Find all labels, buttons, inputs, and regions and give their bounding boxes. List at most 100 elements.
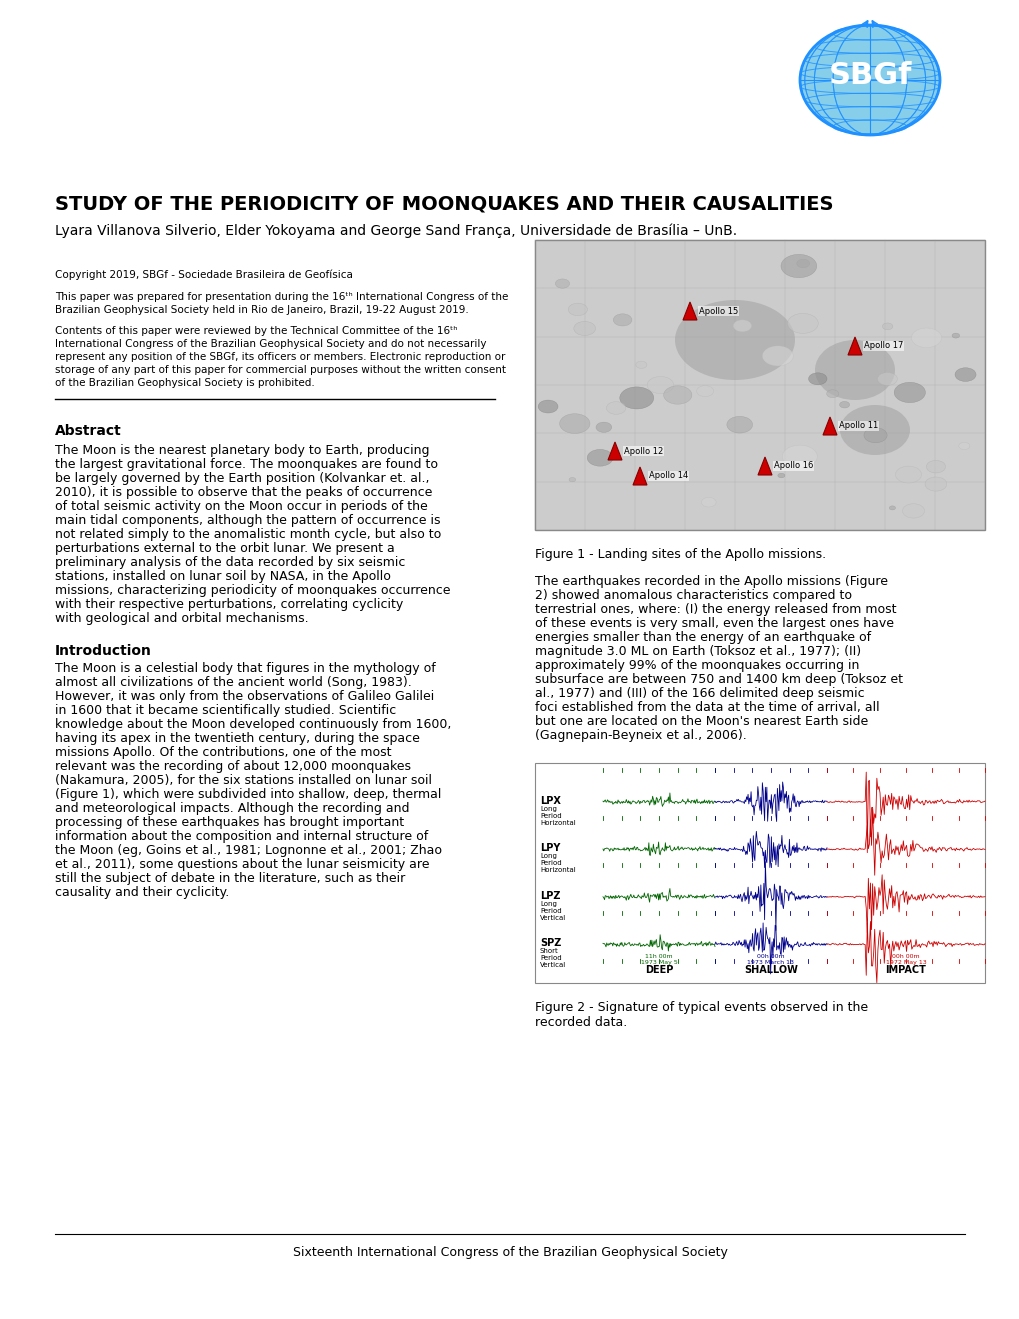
Ellipse shape <box>761 346 793 365</box>
Text: energies smaller than the energy of an earthquake of: energies smaller than the energy of an e… <box>535 630 870 644</box>
Text: LPY: LPY <box>539 843 559 853</box>
Ellipse shape <box>787 314 817 334</box>
Text: the largest gravitational force. The moonquakes are found to: the largest gravitational force. The moo… <box>55 458 437 471</box>
Ellipse shape <box>925 460 945 474</box>
Text: STUDY OF THE PERIODICITY OF MOONQUAKES AND THEIR CAUSALITIES: STUDY OF THE PERIODICITY OF MOONQUAKES A… <box>55 195 833 214</box>
Polygon shape <box>822 417 837 435</box>
Text: not related simply to the anomalistic month cycle, but also to: not related simply to the anomalistic mo… <box>55 528 441 541</box>
Text: Sixteenth International Congress of the Brazilian Geophysical Society: Sixteenth International Congress of the … <box>292 1246 727 1260</box>
Text: magnitude 3.0 ML on Earth (Toksoz et al., 1977); (II): magnitude 3.0 ML on Earth (Toksoz et al.… <box>535 645 860 658</box>
Text: DEEP: DEEP <box>644 966 673 975</box>
Text: processing of these earthquakes has brought important: processing of these earthquakes has brou… <box>55 816 404 830</box>
Text: represent any position of the SBGf, its officers or members. Electronic reproduc: represent any position of the SBGf, its … <box>55 352 504 361</box>
Text: Figure 2 - Signature of typical events observed in the
recorded data.: Figure 2 - Signature of typical events o… <box>535 1001 867 1029</box>
Text: be largely governed by the Earth position (Kolvankar et. al.,: be largely governed by the Earth positio… <box>55 472 429 485</box>
Polygon shape <box>607 442 622 460</box>
Text: Contents of this paper were reviewed by the Technical Committee of the 16ᵗʰ: Contents of this paper were reviewed by … <box>55 326 458 336</box>
Text: missions Apollo. Of the contributions, one of the most: missions Apollo. Of the contributions, o… <box>55 747 391 758</box>
Text: Apollo 17: Apollo 17 <box>863 342 903 351</box>
Text: approximately 99% of the moonquakes occurring in: approximately 99% of the moonquakes occu… <box>535 660 859 671</box>
Ellipse shape <box>663 386 691 404</box>
Bar <box>535 240 984 530</box>
Text: still the subject of debate in the literature, such as their: still the subject of debate in the liter… <box>55 872 405 885</box>
Text: foci established from the data at the time of arrival, all: foci established from the data at the ti… <box>535 700 878 714</box>
Text: Apollo 11: Apollo 11 <box>839 422 877 430</box>
Text: et al., 2011), some questions about the lunar seismicity are: et al., 2011), some questions about the … <box>55 857 429 871</box>
Ellipse shape <box>951 334 959 338</box>
Ellipse shape <box>696 385 713 397</box>
Text: However, it was only from the observations of Galileo Galilei: However, it was only from the observatio… <box>55 690 434 703</box>
Text: The Moon is a celestial body that figures in the mythology of: The Moon is a celestial body that figure… <box>55 662 435 675</box>
Text: in 1600 that it became scientifically studied. Scientific: in 1600 that it became scientifically st… <box>55 704 395 718</box>
Polygon shape <box>847 336 861 355</box>
Ellipse shape <box>808 373 826 385</box>
Text: The earthquakes recorded in the Apollo missions (Figure: The earthquakes recorded in the Apollo m… <box>535 575 888 588</box>
Polygon shape <box>683 302 696 321</box>
Text: 2010), it is possible to observe that the peaks of occurrence: 2010), it is possible to observe that th… <box>55 485 432 499</box>
Ellipse shape <box>796 260 809 268</box>
Text: LPX: LPX <box>539 795 560 806</box>
Text: of total seismic activity on the Moon occur in periods of the: of total seismic activity on the Moon oc… <box>55 500 427 513</box>
Text: main tidal components, although the pattern of occurrence is: main tidal components, although the patt… <box>55 514 440 528</box>
Text: Apollo 14: Apollo 14 <box>648 471 688 480</box>
Ellipse shape <box>889 506 895 510</box>
Text: Long
Period
Horizontal: Long Period Horizontal <box>539 806 575 826</box>
Bar <box>535 762 984 983</box>
Text: Figure 1 - Landing sites of the Apollo missions.: Figure 1 - Landing sites of the Apollo m… <box>535 547 825 561</box>
Ellipse shape <box>612 314 632 326</box>
Text: Apollo 12: Apollo 12 <box>624 447 662 455</box>
Text: Apollo 16: Apollo 16 <box>773 462 812 471</box>
Text: causality and their cyclicity.: causality and their cyclicity. <box>55 886 229 900</box>
Ellipse shape <box>958 442 969 450</box>
Ellipse shape <box>635 361 646 368</box>
Ellipse shape <box>675 299 794 380</box>
Polygon shape <box>757 456 771 475</box>
Text: of these events is very small, even the largest ones have: of these events is very small, even the … <box>535 617 893 630</box>
Text: missions, characterizing periodicity of moonquakes occurrence: missions, characterizing periodicity of … <box>55 584 450 598</box>
Ellipse shape <box>777 474 785 477</box>
Text: Copyright 2019, SBGf - Sociedade Brasileira de Geofísica: Copyright 2019, SBGf - Sociedade Brasile… <box>55 270 353 281</box>
Text: almost all civilizations of the ancient world (Song, 1983).: almost all civilizations of the ancient … <box>55 677 412 689</box>
Ellipse shape <box>839 401 849 408</box>
Text: information about the composition and internal structure of: information about the composition and in… <box>55 830 428 843</box>
Text: SHALLOW: SHALLOW <box>743 966 797 975</box>
Ellipse shape <box>863 427 887 443</box>
Text: (Figure 1), which were subdivided into shallow, deep, thermal: (Figure 1), which were subdivided into s… <box>55 787 441 801</box>
Text: SPZ: SPZ <box>539 938 560 948</box>
Ellipse shape <box>840 405 909 455</box>
Text: 11h 00m
1973 May 5: 11h 00m 1973 May 5 <box>640 954 677 966</box>
Text: Short
Period
Vertical: Short Period Vertical <box>539 948 566 968</box>
Ellipse shape <box>733 319 751 332</box>
Ellipse shape <box>814 340 894 400</box>
Ellipse shape <box>559 414 589 434</box>
Text: with geological and orbital mechanisms.: with geological and orbital mechanisms. <box>55 612 309 625</box>
Text: relevant was the recording of about 12,000 moonquakes: relevant was the recording of about 12,0… <box>55 760 411 773</box>
Text: 00h 00m
1973 March 13: 00h 00m 1973 March 13 <box>747 954 794 966</box>
Ellipse shape <box>727 417 752 433</box>
Text: 00h 00m
1972 May 13: 00h 00m 1972 May 13 <box>884 954 925 966</box>
Text: having its apex in the twentieth century, during the space: having its apex in the twentieth century… <box>55 732 420 745</box>
Ellipse shape <box>781 255 816 277</box>
Text: perturbations external to the orbit lunar. We present a: perturbations external to the orbit luna… <box>55 542 394 555</box>
Ellipse shape <box>569 477 575 481</box>
Text: Long
Period
Horizontal: Long Period Horizontal <box>539 853 575 873</box>
Text: Lyara Villanova Silverio, Elder Yokoyama and George Sand França, Universidade de: Lyara Villanova Silverio, Elder Yokoyama… <box>55 223 737 237</box>
Ellipse shape <box>924 477 946 491</box>
Ellipse shape <box>595 422 611 433</box>
Text: the Moon (eg, Goins et al., 1981; Lognonne et al., 2001; Zhao: the Moon (eg, Goins et al., 1981; Lognon… <box>55 844 441 857</box>
Ellipse shape <box>911 328 941 347</box>
Text: storage of any part of this paper for commercial purposes without the written co: storage of any part of this paper for co… <box>55 365 505 375</box>
Text: SBGf: SBGf <box>827 61 911 90</box>
Text: with their respective perturbations, correlating cyclicity: with their respective perturbations, cor… <box>55 598 403 611</box>
Text: knowledge about the Moon developed continuously from 1600,: knowledge about the Moon developed conti… <box>55 718 451 731</box>
Text: stations, installed on lunar soil by NASA, in the Apollo: stations, installed on lunar soil by NAS… <box>55 570 390 583</box>
Text: preliminary analysis of the data recorded by six seismic: preliminary analysis of the data recorde… <box>55 557 405 568</box>
Ellipse shape <box>568 303 587 315</box>
Text: (Nakamura, 2005), for the six stations installed on lunar soil: (Nakamura, 2005), for the six stations i… <box>55 774 432 787</box>
Text: International Congress of the Brazilian Geophysical Society and do not necessari: International Congress of the Brazilian … <box>55 339 486 350</box>
Ellipse shape <box>881 323 892 330</box>
Text: but one are located on the Moon's nearest Earth side: but one are located on the Moon's neares… <box>535 715 867 728</box>
Ellipse shape <box>902 504 923 518</box>
Text: LPZ: LPZ <box>539 890 560 901</box>
Ellipse shape <box>606 402 626 414</box>
